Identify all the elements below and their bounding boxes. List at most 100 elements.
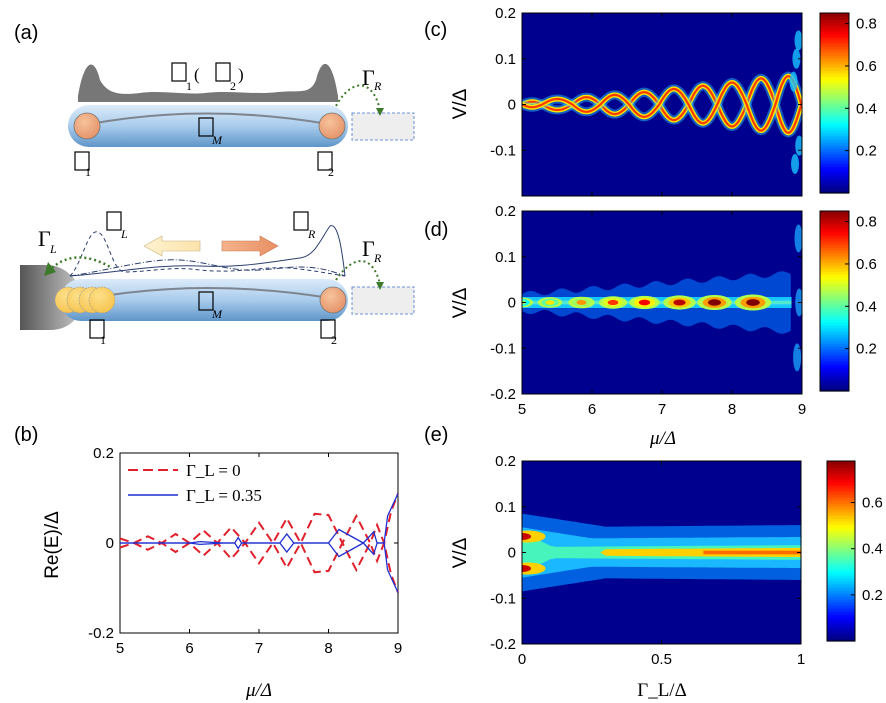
colorbar-step: [820, 115, 849, 119]
box-symbol: [198, 291, 214, 311]
colorbar-step: [820, 319, 849, 323]
e-ytick-label: 0.1: [495, 499, 516, 516]
colorbar-step: [820, 82, 849, 86]
colorbar-tick-label: 0.6: [856, 256, 877, 273]
label-sub: R: [307, 227, 316, 241]
colorbar-step: [820, 379, 849, 383]
gamma-l-sub: L: [49, 242, 57, 256]
colorbar-step: [827, 545, 855, 549]
colorbar-step: [827, 497, 855, 501]
dot-left-top: [73, 112, 101, 140]
label-sub: 2: [230, 79, 236, 93]
colorbar-step: [827, 473, 855, 477]
colorbar-tick-label: 0.6: [856, 58, 877, 75]
band-core: [522, 547, 801, 558]
colorbar-step: [827, 518, 855, 522]
colorbar-step: [820, 322, 849, 326]
colorbar-step: [827, 503, 855, 507]
colorbar-step: [820, 139, 849, 143]
box-symbol: [320, 319, 336, 339]
colorbar-step: [827, 467, 855, 471]
colorbar-step: [820, 292, 849, 296]
e-ytick-label: 0: [508, 545, 516, 562]
colorbar-step: [820, 247, 849, 251]
colorbar-step: [820, 166, 849, 170]
b-xtick-label: 7: [255, 640, 263, 657]
colorbar-step: [827, 629, 855, 633]
y-axis-label-e: V/Δ: [450, 537, 471, 568]
label-sub: M: [211, 307, 223, 321]
colorbar-step: [820, 61, 849, 65]
colorbar-step: [820, 55, 849, 59]
colorbar-step: [827, 572, 855, 576]
lead-right-bottom: [351, 286, 415, 315]
colorbar-step: [827, 509, 855, 513]
d-xtick-label: 7: [658, 401, 666, 418]
peak-core: [545, 300, 555, 305]
colorbar-step: [827, 485, 855, 489]
dot-right-bottom: [319, 286, 347, 314]
peak-core: [576, 300, 587, 305]
colorbar-step: [820, 151, 849, 155]
colorbar-step: [827, 638, 855, 642]
colorbar-step: [820, 307, 849, 311]
colorbar-step: [827, 566, 855, 570]
chart-c: 0.2 0.1 0 -0.1 V/Δ: [450, 5, 803, 197]
colorbar-step: [827, 470, 855, 474]
colorbar-step: [820, 49, 849, 53]
colorbar-step: [820, 127, 849, 131]
colorbar-step: [827, 602, 855, 606]
colorbar-step: [820, 184, 849, 188]
series-line-1-lower: [120, 542, 399, 593]
colorbar-step: [820, 121, 849, 125]
colorbar-step: [827, 590, 855, 594]
colorbar-step: [820, 259, 849, 263]
c-ytick-label: 0: [508, 97, 516, 114]
d-xtick-label: 5: [518, 401, 526, 418]
colorbar-step: [827, 551, 855, 555]
colorbar-step: [827, 512, 855, 516]
colorbar-step: [820, 364, 849, 368]
colorbar-tick-label: 0.2: [856, 341, 877, 358]
colorbar-step: [820, 154, 849, 158]
colorbar-step: [820, 262, 849, 266]
wave-solid: [69, 225, 346, 277]
label-sub: L: [120, 227, 128, 241]
box-symbol: [293, 211, 309, 231]
colorbar-step: [820, 313, 849, 317]
colorbar-step: [827, 494, 855, 498]
colorbar-step: [820, 325, 849, 329]
colorbar-step: [820, 340, 849, 344]
lobe-halo: [522, 562, 546, 575]
gamma-r-sub-top: R: [373, 79, 382, 93]
colorbar-step: [820, 19, 849, 23]
colorbar-step: [820, 370, 849, 374]
b-xtick-label: 8: [324, 640, 332, 657]
colorbar-step: [827, 524, 855, 528]
lobe-halo: [522, 530, 546, 543]
colorbar-step: [820, 88, 849, 92]
colorbar-step: [820, 142, 849, 146]
label-sub: 1: [85, 165, 91, 179]
colorbar-step: [820, 157, 849, 161]
colorbar-step: [827, 491, 855, 495]
colorbar-step: [820, 97, 849, 101]
panel-label-e: (e): [424, 424, 448, 446]
colorbar-step: [820, 358, 849, 362]
peak-core: [746, 299, 760, 306]
d-ytick-label: 0.2: [495, 203, 516, 220]
colorbar-step: [827, 542, 855, 546]
chart-b: 0.2 0 -0.25 6 7 8 9 Re(E)/Δ μ/Δ Γ_L = 0 Γ_L = …: [42, 445, 402, 701]
label-sub: 1: [100, 333, 106, 347]
colorbar-step: [820, 145, 849, 149]
colorbar-step: [827, 554, 855, 558]
e-xtick-label: 0.5: [651, 651, 672, 668]
b-ytick-label: 0.2: [93, 445, 114, 462]
colorbar-step: [820, 382, 849, 386]
colorbar-step: [827, 626, 855, 630]
edge-feature: [789, 71, 798, 92]
colorbar-step: [820, 289, 849, 293]
colorbar-step: [820, 43, 849, 47]
b-xtick-label: 9: [394, 640, 402, 657]
